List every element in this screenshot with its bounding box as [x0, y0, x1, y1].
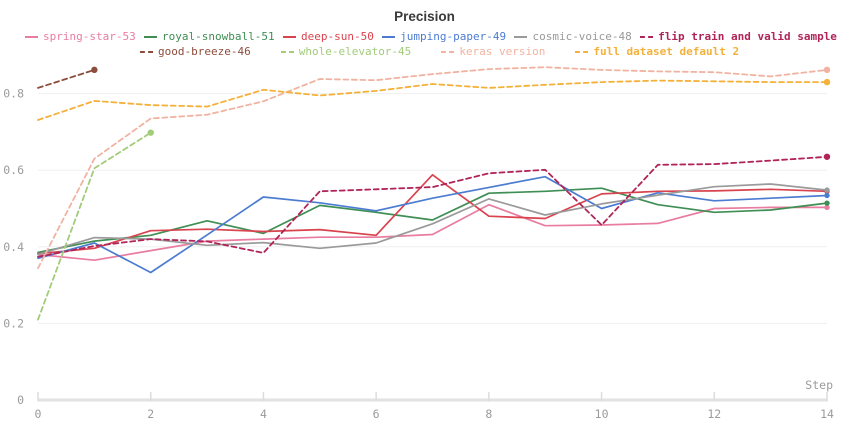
- series-end-dot-flip-train-and-valid-sample: [823, 153, 831, 160]
- chart-title: Precision: [394, 9, 455, 24]
- legend-row-1: spring-star-53 royal-snowball-51 deep-sun-…: [25, 30, 837, 44]
- series-end-dot-good-breeze-46: [91, 66, 98, 74]
- legend-item-label: deep-sun-50: [300, 30, 374, 43]
- series-line-good-breeze-46: [37, 69, 96, 89]
- series-end-dot-spring-star-53: [824, 204, 830, 211]
- legend-item-cosmic-voice-48[interactable]: cosmic-voice-48: [514, 30, 632, 44]
- solid-line-swatch-icon: [144, 36, 158, 38]
- series-line-keras-version: [37, 66, 828, 270]
- legend-item-keras-version[interactable]: keras version: [441, 45, 545, 59]
- legend-item-label: good-breeze-46: [158, 45, 251, 58]
- x-tick-label-6: 6: [373, 407, 380, 421]
- dashed-line-swatch-icon: [575, 51, 589, 53]
- legend-item-label: royal-snowball-51: [162, 30, 275, 43]
- legend-item-label: keras version: [459, 45, 546, 58]
- x-tick-label-0: 0: [35, 407, 42, 421]
- legend-item-good-breeze-46[interactable]: good-breeze-46: [140, 45, 251, 59]
- legend-item-royal-snowball-51[interactable]: royal-snowball-51: [144, 30, 275, 44]
- legend-item-label: spring-star-53: [43, 30, 136, 43]
- series-line-whole-elevator-45: [37, 131, 152, 321]
- solid-line-swatch-icon: [25, 36, 38, 38]
- legend-item-whole-elevator-45[interactable]: whole-elevator-45: [280, 45, 412, 59]
- x-tick-label-4: 4: [260, 407, 267, 421]
- series-line-full-dataset-default-2: [37, 79, 828, 121]
- x-tick-label-12: 12: [707, 407, 721, 421]
- solid-line-swatch-icon: [282, 36, 296, 38]
- x-tick-label-8: 8: [485, 407, 492, 421]
- y-tick-label-0.4: 0.4: [3, 240, 24, 254]
- x-tick-label-10: 10: [595, 407, 609, 421]
- legend-item-full-dataset-default-2[interactable]: full dataset default 2: [575, 45, 739, 59]
- dashed-line-swatch-icon: [140, 51, 153, 53]
- series-end-dot-full-dataset-default-2: [823, 78, 831, 86]
- legend-item-label: whole-elevator-45: [298, 45, 412, 58]
- y-tick-label-0: 0: [17, 393, 24, 407]
- series-end-dot-keras-version: [823, 66, 831, 74]
- legend-item-label: jumping-paper-49: [400, 30, 507, 43]
- y-tick-label-0.8: 0.8: [3, 87, 24, 101]
- legend-item-flip-train-and-valid-sample[interactable]: flip train and valid sample: [640, 30, 837, 44]
- series-line-spring-star-53: [37, 203, 828, 262]
- solid-line-swatch-icon: [514, 36, 528, 38]
- series-end-dot-cosmic-voice-48: [824, 187, 830, 193]
- x-tick-label-14: 14: [820, 407, 834, 421]
- x-axis-title: Step: [805, 378, 833, 392]
- legend-item-deep-sun-50[interactable]: deep-sun-50: [282, 30, 374, 44]
- dashed-line-swatch-icon: [441, 51, 455, 53]
- legend-item-label: flip train and valid sample: [658, 30, 837, 43]
- series-end-dot-jumping-paper-49: [824, 192, 830, 199]
- dashed-line-swatch-icon: [280, 51, 294, 53]
- y-tick-label-0.6: 0.6: [3, 163, 24, 177]
- series-end-dot-whole-elevator-45: [147, 129, 154, 136]
- series-line-jumping-paper-49: [37, 175, 828, 274]
- x-tick-label-2: 2: [147, 407, 154, 421]
- series-line-flip-train-and-valid-sample: [37, 155, 828, 258]
- dashed-line-swatch-icon: [640, 36, 654, 38]
- legend-item-jumping-paper-49[interactable]: jumping-paper-49: [382, 30, 506, 44]
- series-end-dot-royal-snowball-51: [824, 200, 830, 206]
- solid-line-swatch-icon: [382, 36, 396, 38]
- legend-item-label: full dataset default 2: [593, 45, 740, 58]
- legend-item-label: cosmic-voice-48: [532, 30, 632, 43]
- legend-row-2: good-breeze-46 whole-elevator-45 keras ver…: [140, 45, 739, 59]
- legend-item-spring-star-53[interactable]: spring-star-53: [25, 30, 136, 44]
- series-line-cosmic-voice-48: [37, 183, 828, 256]
- series-line-deep-sun-50: [37, 173, 828, 255]
- y-tick-label-0.2: 0.2: [3, 316, 24, 330]
